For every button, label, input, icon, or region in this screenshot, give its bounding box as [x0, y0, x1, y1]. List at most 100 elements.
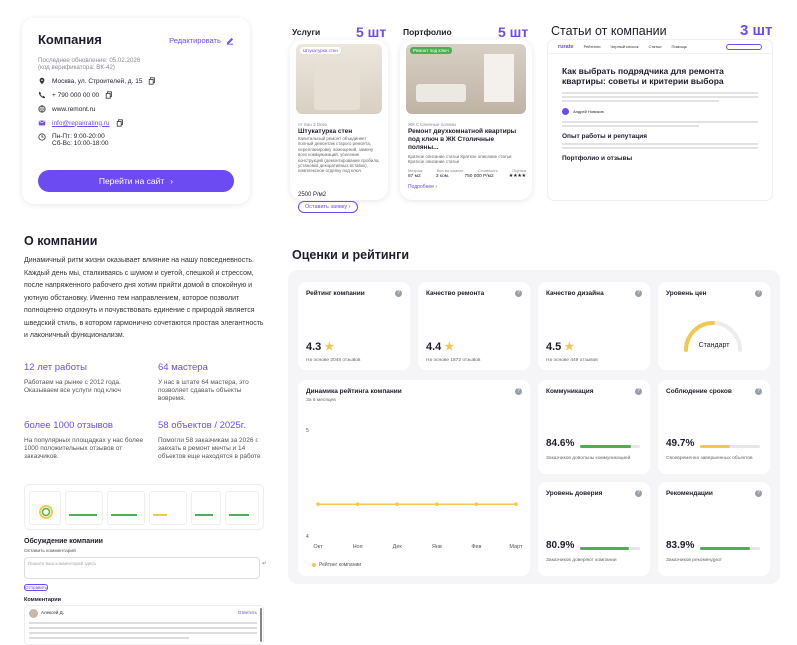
stat-head: 58 объектов / 2025г. [158, 420, 246, 431]
text-line [562, 147, 758, 149]
nav-item[interactable]: Статьи [648, 44, 662, 49]
data-point[interactable] [355, 502, 360, 506]
nav-item[interactable]: Рейтинги [583, 44, 601, 49]
service-image: Штукатурка стен [296, 44, 382, 114]
mail-icon [38, 120, 46, 126]
article-nav: rurate Рейтинги Черный список Статьи Пом… [548, 40, 772, 54]
price-gauge [684, 321, 742, 352]
send-arrow-icon[interactable]: ↵ [262, 561, 268, 567]
discussion-title: Обсуждение компании [24, 538, 103, 545]
x-tick-label: Ноя [353, 544, 363, 550]
mini-bar [195, 514, 213, 516]
help-icon[interactable]: ? [515, 388, 522, 395]
comment-placeholder: Пишите ваш комментарий здесь [28, 561, 97, 566]
website-text[interactable]: www.remont.ru [52, 105, 96, 113]
rating-line-chart: 5 4 Окт Ноя Дек Янв Фев Март [306, 428, 523, 550]
hours-row: Пн-Пт: 9:00-20:00 Сб-Вс: 10:00-18:00 [38, 133, 234, 147]
data-point[interactable] [395, 502, 399, 506]
help-icon[interactable]: ? [755, 290, 762, 297]
request-button[interactable]: Оставить заявку › [298, 201, 358, 213]
edit-icon[interactable] [226, 37, 234, 45]
service-meta: от Sau 3 Dnex [298, 122, 328, 127]
star-icon: ★ [564, 341, 575, 353]
percent-card-communication: Коммуникация? 84.6% Заказчиков довольны … [538, 380, 650, 474]
mini-card [191, 491, 221, 525]
data-point[interactable] [474, 502, 479, 506]
about-title: О компании [24, 234, 98, 248]
legend-label: Рейтинг компании [319, 562, 362, 568]
percent-value: 49.7% [666, 438, 695, 449]
nav-item[interactable]: Помощь [671, 44, 687, 49]
edit-label[interactable]: Редактировать [169, 36, 221, 45]
copy-icon[interactable] [116, 119, 124, 127]
chart-title: Динамика рейтинга компании [306, 388, 402, 395]
window [484, 54, 514, 102]
legend-dot [312, 563, 316, 567]
portfolio-meta: ЖК Столичные поляны [408, 122, 457, 127]
more-label: Подробнее [408, 183, 434, 190]
stat-text: Помогли 58 заказчикам за 2026 г. заехать… [158, 437, 261, 460]
mini-card [107, 491, 145, 525]
nav-item[interactable]: Черный список [610, 44, 639, 49]
send-button[interactable]: Отправить [24, 584, 48, 591]
company-card: Компания Редактировать Последнее обновле… [22, 18, 250, 204]
nav-button[interactable] [726, 43, 762, 50]
service-card[interactable]: Штукатурка стен от Sau 3 Dnex Штукатурка… [290, 40, 388, 213]
help-icon[interactable]: ? [635, 388, 642, 395]
text-line [29, 632, 257, 634]
portfolio-image: Ремонт под ключ [406, 44, 526, 114]
data-point[interactable] [514, 502, 518, 506]
rating-number: 4.4 [426, 341, 442, 353]
email-link[interactable]: info@repairrating.ru [52, 119, 110, 127]
help-icon[interactable]: ? [635, 490, 642, 497]
help-icon[interactable]: ? [635, 290, 642, 297]
portfolio-labels: Метраж Кол-во комнат Стоимость Оценка [408, 168, 526, 174]
reply-link[interactable]: Ответить [237, 610, 257, 615]
comment-item: Алексей Д. Ответить [24, 605, 264, 645]
rating-value: 4.5 ★ [546, 340, 574, 353]
star-icon: ★ [444, 341, 455, 353]
service-body: от Sau 3 Dnex Штукатурка стен Капитальны… [298, 122, 382, 213]
portfolio-desc: Краткое описание статьи Краткое описание… [408, 154, 512, 165]
percent-card-recommend: Рекомендации? 83.9% Заказчиков рекоменду… [658, 482, 770, 576]
help-icon[interactable]: ? [395, 290, 402, 297]
percent-fill [580, 445, 631, 448]
comment-body [29, 622, 257, 639]
rating-card-design: Качество дизайна? 4.5 ★ На основе 449 от… [538, 282, 650, 370]
data-point[interactable] [435, 502, 439, 506]
text-line [29, 627, 257, 629]
portfolio-head: Портфолио [403, 27, 452, 37]
portfolio-card[interactable]: Ремонт под ключ ЖК Столичные поляны Ремо… [400, 40, 532, 200]
label-rating: Оценка [512, 167, 526, 173]
stat-text: У нас в штате 64 мастера, это позволяет … [158, 379, 249, 402]
mini-card [29, 491, 61, 525]
copy-icon[interactable] [148, 77, 156, 85]
x-tick-label: Дек [393, 544, 403, 550]
help-icon[interactable]: ? [755, 388, 762, 395]
data-point[interactable] [316, 502, 320, 506]
rating-value: 4.4 ★ [426, 340, 454, 353]
rating-dynamics-card: Динамика рейтинга компании? За 6 месяцев… [298, 380, 530, 576]
comment-input[interactable]: Пишите ваш комментарий здесь [24, 557, 260, 579]
services-count: 5 шт [356, 24, 387, 40]
y-tick-label: 4 [306, 534, 309, 540]
edit-link[interactable]: Редактировать [169, 36, 234, 45]
rating-sub: На основе 2048 отзывов [306, 358, 361, 363]
hours-weekend: Сб-Вс: 10:00-18:00 [52, 140, 109, 147]
text-line [562, 96, 758, 98]
help-icon[interactable]: ? [755, 490, 762, 497]
y-tick-label: 5 [306, 428, 309, 434]
help-icon[interactable]: ? [515, 290, 522, 297]
rating-card-price: Уровень цен? Стандарт [658, 282, 770, 370]
price-level: Стандарт [698, 342, 730, 349]
copy-icon[interactable] [105, 91, 113, 99]
article-preview[interactable]: rurate Рейтинги Черный список Статьи Пом… [548, 40, 772, 200]
service-tag: Штукатурка стен [300, 47, 341, 54]
scrollbar[interactable] [260, 608, 262, 642]
service-title: Штукатурка стен [298, 128, 353, 135]
more-link[interactable]: Подробнее › [408, 183, 437, 190]
go-to-site-button[interactable]: Перейти на сайт › [38, 170, 234, 192]
article-section: Портфолио и отзывы [562, 155, 633, 162]
rating-number: 4.5 [546, 341, 562, 353]
rating-name: Качество дизайна [546, 290, 604, 297]
